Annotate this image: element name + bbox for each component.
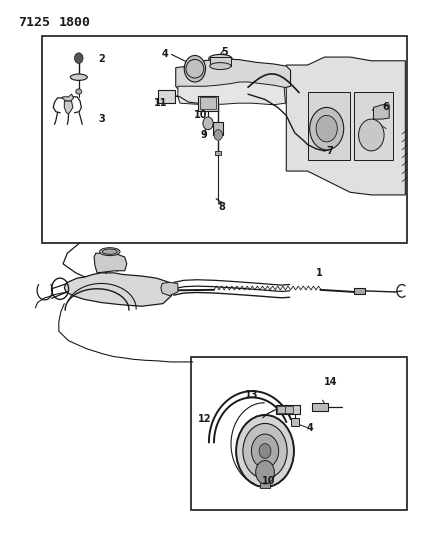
Circle shape xyxy=(316,115,337,142)
Text: 1800: 1800 xyxy=(59,16,91,29)
Circle shape xyxy=(310,108,344,150)
Ellipse shape xyxy=(209,54,232,63)
Ellipse shape xyxy=(70,74,87,80)
Circle shape xyxy=(203,117,213,130)
Circle shape xyxy=(184,55,205,82)
Text: 10: 10 xyxy=(262,477,275,486)
Polygon shape xyxy=(62,94,74,101)
Text: 3: 3 xyxy=(98,114,105,124)
Text: 1: 1 xyxy=(316,268,323,278)
Text: 6: 6 xyxy=(382,102,389,112)
Circle shape xyxy=(259,443,271,458)
Text: 12: 12 xyxy=(198,414,211,424)
Bar xyxy=(213,122,223,135)
Text: 2: 2 xyxy=(98,54,105,63)
Polygon shape xyxy=(178,82,285,105)
Bar xyxy=(158,90,175,103)
Circle shape xyxy=(359,119,384,151)
Text: 4: 4 xyxy=(162,50,169,59)
Text: 11: 11 xyxy=(154,98,167,108)
Bar xyxy=(285,407,293,413)
Bar xyxy=(210,56,231,66)
Text: 9: 9 xyxy=(200,130,207,140)
Ellipse shape xyxy=(76,89,82,94)
Polygon shape xyxy=(286,57,405,195)
Polygon shape xyxy=(64,273,174,306)
Ellipse shape xyxy=(100,248,120,256)
Circle shape xyxy=(236,415,294,487)
Bar xyxy=(260,482,270,488)
Circle shape xyxy=(256,461,274,484)
Circle shape xyxy=(214,130,223,140)
Bar xyxy=(215,151,221,155)
Text: 5: 5 xyxy=(222,47,229,56)
Text: 13: 13 xyxy=(245,390,258,400)
Bar xyxy=(277,407,285,413)
Ellipse shape xyxy=(210,63,231,69)
Circle shape xyxy=(74,53,83,63)
Bar xyxy=(354,288,365,294)
Polygon shape xyxy=(374,105,389,119)
Polygon shape xyxy=(94,253,127,273)
Ellipse shape xyxy=(102,249,117,254)
Text: 4: 4 xyxy=(307,423,313,433)
Bar xyxy=(291,418,299,425)
Bar xyxy=(190,357,407,511)
Bar xyxy=(312,403,328,411)
Bar xyxy=(198,96,218,111)
Bar xyxy=(308,92,350,160)
Circle shape xyxy=(251,434,279,468)
Polygon shape xyxy=(176,59,291,94)
Polygon shape xyxy=(161,282,178,296)
Circle shape xyxy=(243,423,287,479)
Bar xyxy=(200,98,216,109)
Polygon shape xyxy=(64,101,73,114)
Text: 14: 14 xyxy=(324,376,337,386)
Bar xyxy=(42,36,407,243)
Text: 8: 8 xyxy=(218,201,225,212)
Text: 10: 10 xyxy=(194,110,208,120)
Text: 7: 7 xyxy=(327,146,333,156)
Text: 7125: 7125 xyxy=(18,16,51,29)
Bar xyxy=(354,92,392,160)
Bar xyxy=(276,406,300,414)
